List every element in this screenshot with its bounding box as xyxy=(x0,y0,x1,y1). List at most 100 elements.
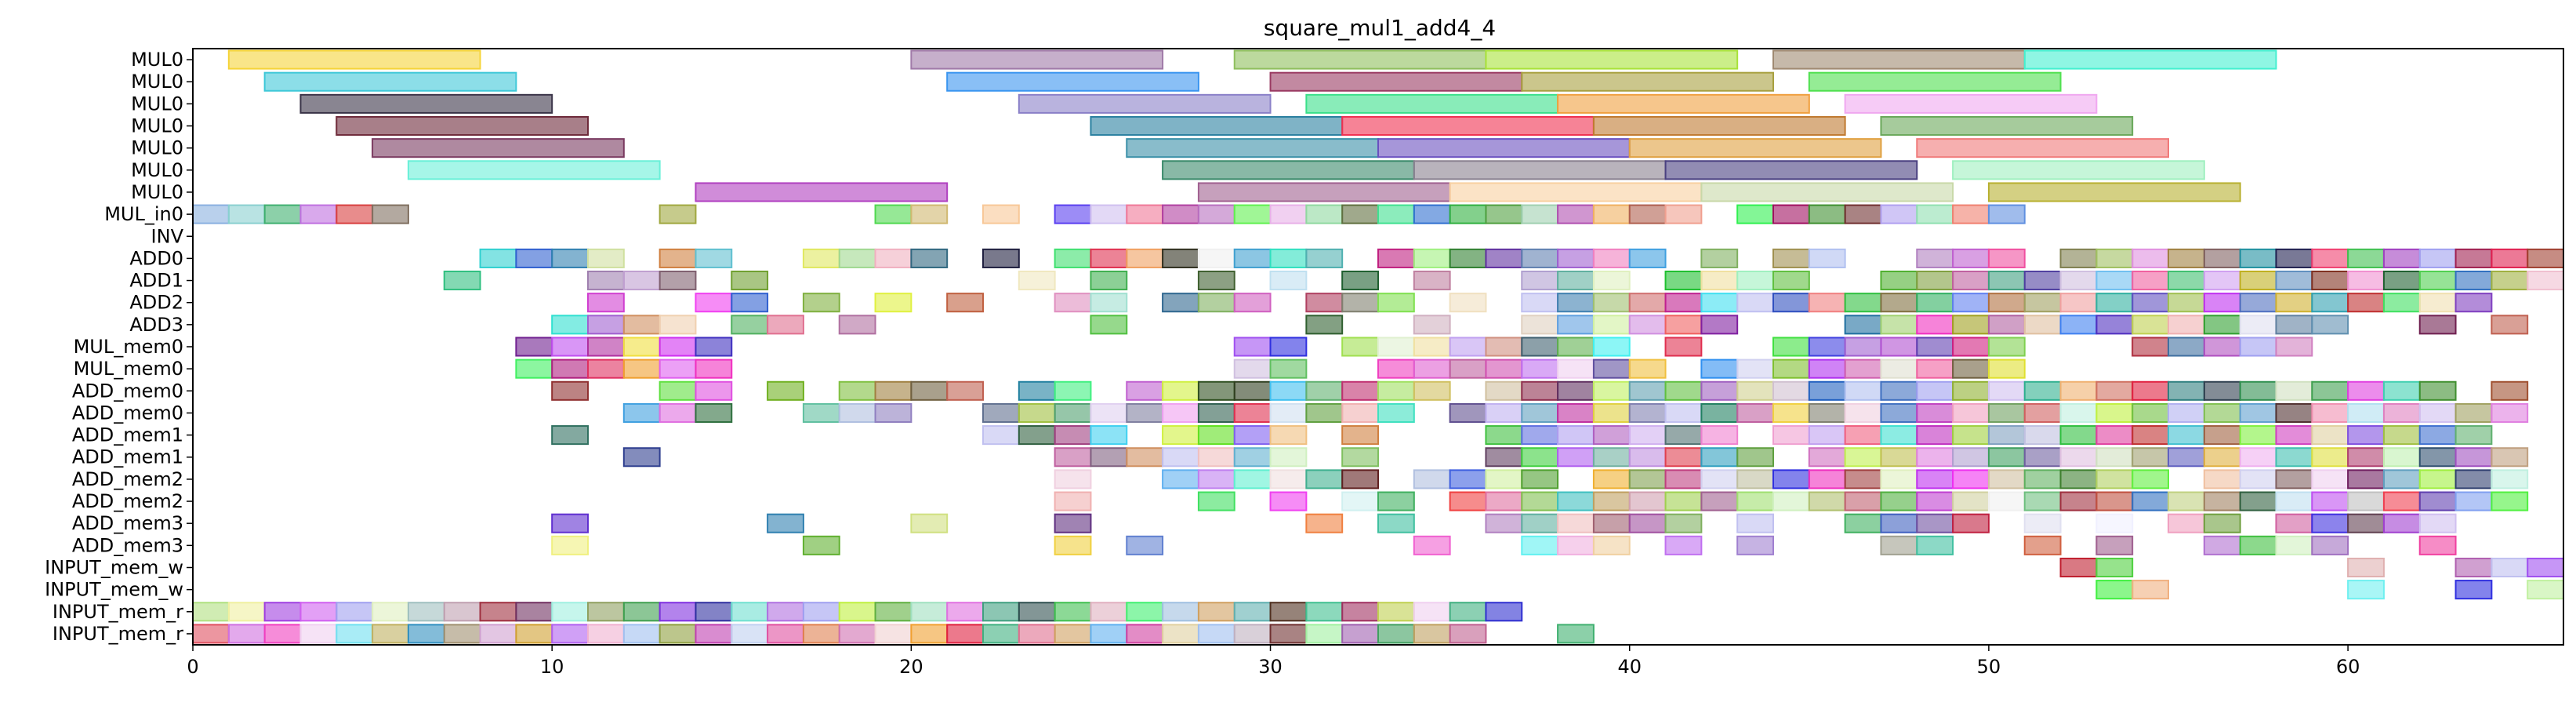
task-bar xyxy=(2491,248,2529,268)
task-bar xyxy=(1916,248,1954,268)
row-label: INPUT_mem_r xyxy=(53,623,183,645)
task-bar xyxy=(1844,380,1882,401)
task-bar xyxy=(1557,358,1595,379)
task-bar xyxy=(1952,204,1990,224)
task-bar xyxy=(1664,402,1703,423)
task-bar xyxy=(659,337,697,357)
x-tick-label: 60 xyxy=(2336,656,2360,678)
task-bar xyxy=(2168,447,2205,468)
task-bar xyxy=(1700,402,1739,423)
row-label: ADD2 xyxy=(129,292,183,314)
task-bar xyxy=(2347,425,2385,446)
task-bar xyxy=(1916,315,1954,335)
task-bar xyxy=(1628,358,1667,379)
task-bar xyxy=(802,535,840,555)
task-bar xyxy=(2275,491,2313,511)
task-bar xyxy=(1844,93,2098,114)
task-bar xyxy=(2168,248,2205,268)
task-bar xyxy=(1808,402,1846,423)
task-bar xyxy=(695,402,733,423)
task-bar xyxy=(1772,337,1810,357)
task-bar xyxy=(1592,402,1631,423)
task-bar xyxy=(1413,358,1451,379)
task-bar xyxy=(2239,425,2277,446)
task-bar xyxy=(2023,315,2062,335)
task-bar xyxy=(695,602,733,622)
task-bar xyxy=(1700,469,1739,489)
task-bar xyxy=(479,624,517,644)
task-bar xyxy=(1054,513,1092,533)
task-bar xyxy=(227,204,266,224)
task-bar xyxy=(874,402,912,423)
task-bar xyxy=(1952,248,1990,268)
task-bar xyxy=(802,402,840,423)
task-bar xyxy=(1916,447,1954,468)
task-bar xyxy=(515,624,553,644)
task-bar xyxy=(1054,469,1092,489)
task-bar xyxy=(1269,624,1308,644)
task-bar xyxy=(2203,491,2241,511)
task-bar xyxy=(946,293,984,313)
task-bar xyxy=(299,624,338,644)
task-bar xyxy=(1305,469,1344,489)
task-bar xyxy=(1485,248,1523,268)
task-bar xyxy=(2059,380,2098,401)
task-bar xyxy=(1233,469,1272,489)
task-bar xyxy=(982,204,1020,224)
task-bar xyxy=(1952,447,1990,468)
task-bar xyxy=(2418,469,2457,489)
task-bar xyxy=(2418,447,2457,468)
task-bar xyxy=(1557,624,1595,644)
task-bar xyxy=(1305,513,1344,533)
task-bar xyxy=(838,624,876,644)
task-bar xyxy=(1233,624,1272,644)
task-bar xyxy=(1987,425,2026,446)
task-bar xyxy=(2491,315,2529,335)
task-bar xyxy=(1880,380,1918,401)
task-bar xyxy=(2095,469,2134,489)
row-label: MUL_mem0 xyxy=(74,336,183,358)
task-bar xyxy=(2023,469,2062,489)
task-bar xyxy=(1628,469,1667,489)
task-bar xyxy=(551,315,590,335)
task-bar xyxy=(2311,315,2349,335)
task-bar xyxy=(1449,402,1487,423)
task-bar xyxy=(1377,138,1631,158)
task-bar xyxy=(2311,535,2349,555)
task-bar xyxy=(2059,557,2098,578)
row-label: ADD_mem3 xyxy=(72,534,183,556)
task-bar xyxy=(2168,402,2205,423)
task-bar xyxy=(1952,358,1990,379)
task-bar xyxy=(1628,425,1667,446)
task-bar xyxy=(515,358,553,379)
task-bar xyxy=(1197,293,1235,313)
task-bar xyxy=(1197,425,1235,446)
task-bar xyxy=(659,204,697,224)
task-bar xyxy=(1341,115,1595,136)
task-bar xyxy=(1054,447,1092,468)
task-bar xyxy=(1485,469,1523,489)
task-bar xyxy=(551,535,590,555)
task-bar xyxy=(1018,624,1056,644)
task-bar xyxy=(1736,204,1775,224)
task-bar xyxy=(731,293,769,313)
task-bar xyxy=(2491,469,2529,489)
task-bar xyxy=(1413,248,1451,268)
x-tick-label: 50 xyxy=(1977,656,2001,678)
task-bar xyxy=(731,602,769,622)
task-bar xyxy=(587,358,625,379)
task-bar xyxy=(1880,358,1918,379)
task-bar xyxy=(2382,402,2421,423)
x-tick-label: 30 xyxy=(1258,656,1283,678)
row-label: INPUT_mem_w xyxy=(45,556,183,578)
task-bar xyxy=(2203,315,2241,335)
task-bar xyxy=(2168,513,2205,533)
task-bar xyxy=(2275,380,2313,401)
task-bar xyxy=(1090,602,1128,622)
task-bar xyxy=(659,624,697,644)
task-bar xyxy=(1413,204,1451,224)
task-bar xyxy=(2347,271,2385,291)
task-bar xyxy=(1844,402,1882,423)
task-bar xyxy=(2059,425,2098,446)
task-bar xyxy=(695,248,733,268)
